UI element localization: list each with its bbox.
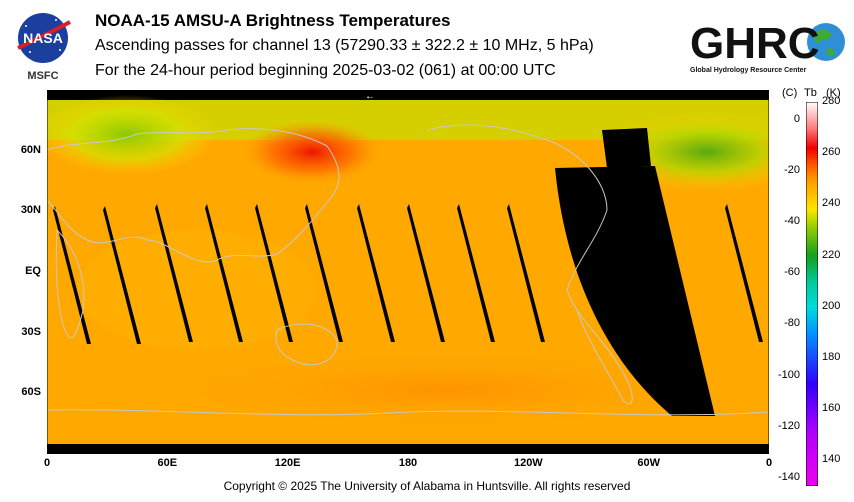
lat-tick-label-4: 60S: [21, 386, 41, 399]
orbit-gap-7: [357, 204, 395, 342]
colorbar-celsius-header: (C): [782, 87, 798, 99]
celsius-tick-label-7: -140: [777, 470, 800, 483]
ghrc-logo: GHRC Global Hydrology Resource Center: [690, 19, 845, 74]
orbit-gap-9: [457, 204, 495, 342]
chart-subtitle-channel: Ascending passes for channel 13 (57290.3…: [95, 37, 594, 54]
celsius-tick-label-4: -80: [784, 317, 800, 330]
orbit-gap-10: [507, 204, 545, 342]
celsius-tick-label-2: -40: [784, 214, 800, 227]
orbit-gap-4: [205, 204, 243, 342]
kelvin-tick-label-1: 160: [822, 402, 841, 415]
lat-tick-label-2: EQ: [25, 265, 41, 277]
kelvin-tick-label-6: 260: [822, 146, 841, 159]
chart-title: NOAA-15 AMSU-A Brightness Temperatures: [95, 11, 451, 30]
orbit-gap-6: [305, 204, 343, 342]
kelvin-tick-label-2: 180: [822, 351, 841, 363]
celsius-tick-label-3: -60: [784, 266, 800, 279]
europe-cool-region: [47, 95, 217, 175]
orbit-gap-americas: [555, 166, 715, 416]
colorbar-kelvin-header: (K): [826, 87, 841, 99]
orbit-gap-5: [255, 204, 293, 342]
orbit-gap-1: [53, 206, 91, 344]
celsius-tick-label-6: -120: [777, 419, 800, 432]
americas-coastline: [426, 124, 633, 405]
lon-tick-label-5: 60W: [637, 457, 660, 469]
kelvin-tick-label-3: 200: [822, 299, 841, 312]
chart-subtitle-period: For the 24-hour period beginning 2025-03…: [95, 62, 556, 79]
coastlines: [47, 124, 769, 416]
celsius-tick-label-5: -100: [777, 368, 800, 381]
orbit-gap-8: [407, 204, 445, 342]
lat-tick-label-0: 60N: [20, 143, 41, 156]
map-nodata-bottom-band: [47, 444, 769, 454]
celsius-tick-label-0: 0: [793, 112, 800, 125]
kelvin-tick-label-0: 140: [822, 453, 841, 466]
lon-tick-label-6: 0: [765, 457, 773, 469]
orbit-direction-arrow: ←: [365, 91, 375, 102]
celsius-tick-label-1: -20: [784, 163, 800, 176]
kelvin-tick-label-4: 220: [822, 248, 841, 261]
antarctica-coastline: [47, 409, 769, 416]
orbit-gaps: [53, 128, 763, 416]
colorbar: [806, 102, 818, 486]
kelvin-tick-label-5: 240: [822, 197, 841, 210]
nasa-logo: NASA MSFC: [17, 13, 71, 82]
australia-coastline: [275, 323, 338, 366]
southern-warm-band: [147, 350, 747, 430]
map-nodata-top-band: [47, 90, 769, 100]
nasa-logo-text: NASA: [23, 30, 63, 46]
orbit-gap-3: [155, 204, 193, 342]
orbit-gap-2: [103, 206, 141, 344]
lon-tick-label-1: 60E: [157, 457, 178, 469]
ghrc-logo-text: GHRC: [690, 19, 820, 68]
nasa-logo-swoosh: [17, 20, 71, 50]
brightness-temperature-map: ←: [47, 90, 769, 454]
north-pacific-warm-maximum: [242, 120, 382, 184]
lat-tick-label-3: 30S: [21, 325, 41, 338]
lon-tick-label-2: 120E: [274, 457, 301, 469]
africa-coastline: [55, 229, 85, 339]
eurasia-coastline: [47, 128, 340, 263]
orbit-gap-12: [725, 204, 763, 342]
lat-tick-label-1: 30N: [20, 204, 41, 217]
lon-tick-label-0: 0: [43, 457, 51, 469]
colorbar-ramp: [806, 102, 818, 486]
ghrc-logo-subtext: Global Hydrology Resource Center: [690, 67, 807, 74]
colorbar-tb-header: Tb: [804, 87, 817, 99]
lon-tick-label-3: 180: [398, 457, 418, 469]
lon-tick-label-4: 120W: [513, 457, 543, 469]
orbit-gap-11: [602, 128, 651, 168]
kelvin-tick-label-7: 280: [822, 95, 841, 107]
copyright-notice: Copyright © 2025 The University of Alaba…: [223, 479, 631, 493]
nasa-center-label: MSFC: [27, 70, 58, 82]
